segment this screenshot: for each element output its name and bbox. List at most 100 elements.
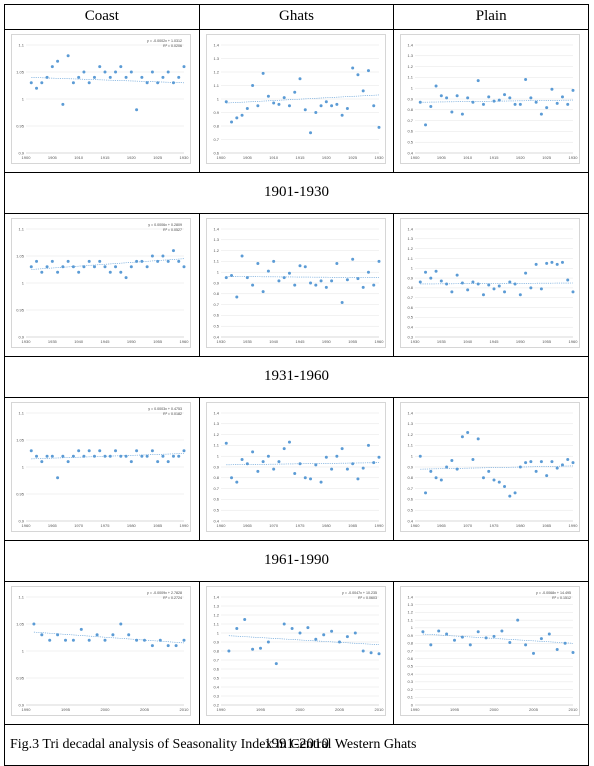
- data-point: [166, 460, 170, 464]
- data-point: [440, 94, 444, 98]
- data-point: [143, 638, 146, 642]
- y-tick-label: 0.8: [408, 475, 414, 480]
- data-point: [529, 460, 533, 464]
- y-tick-label: 1.3: [213, 603, 219, 608]
- y-tick-label: 0.5: [213, 675, 219, 680]
- data-point: [319, 279, 323, 283]
- y-tick-label: 0.6: [408, 497, 414, 502]
- data-point: [419, 280, 423, 284]
- trendline: [31, 453, 185, 460]
- data-point: [103, 265, 107, 269]
- x-tick-label: 1990: [569, 523, 579, 528]
- data-point: [498, 98, 502, 102]
- data-point: [366, 69, 370, 73]
- y-tick-label: 1.1: [408, 75, 414, 80]
- data-point: [92, 454, 96, 458]
- data-point: [161, 75, 165, 79]
- data-point: [461, 635, 465, 639]
- data-point: [519, 102, 523, 106]
- data-point: [356, 477, 360, 481]
- x-tick-label: 1985: [543, 523, 553, 528]
- data-point: [77, 449, 81, 453]
- data-point: [366, 270, 370, 274]
- data-point: [556, 101, 560, 105]
- header-plain: Plain: [475, 8, 507, 24]
- y-tick-label: 0.8: [408, 107, 414, 112]
- data-point: [345, 635, 349, 639]
- trendline: [31, 258, 185, 270]
- data-point: [87, 638, 91, 642]
- data-point: [35, 259, 39, 263]
- r-squared: R² = 0.0182: [163, 412, 182, 416]
- data-point: [455, 467, 459, 471]
- data-point: [119, 65, 123, 69]
- chart-ghats-1931-1960: 0.4 0.5 0.6 0.7 0.8 0.9 1 1.1 1.2 1.3 1.4 1930 1935 1…: [205, 218, 386, 348]
- y-tick-label: 0.95: [16, 123, 25, 128]
- data-point: [466, 430, 470, 434]
- data-point: [329, 467, 333, 471]
- data-point: [158, 638, 162, 642]
- x-tick-label: 2010: [569, 707, 579, 712]
- y-tick-label: 1.2: [408, 246, 414, 251]
- x-tick-label: 1940: [464, 339, 474, 344]
- x-tick-label: 1975: [295, 523, 305, 528]
- data-point: [361, 466, 365, 470]
- x-tick-label: 1965: [437, 523, 447, 528]
- data-point: [550, 87, 554, 91]
- y-tick-label: 0.6: [408, 656, 414, 661]
- data-point: [550, 260, 554, 264]
- data-point: [335, 454, 339, 458]
- data-point: [71, 81, 75, 85]
- data-point: [129, 460, 133, 464]
- data-point: [534, 100, 538, 104]
- x-tick-label: 1925: [348, 155, 358, 160]
- x-tick-label: 1915: [490, 155, 500, 160]
- trendline: [31, 77, 185, 84]
- data-point: [340, 300, 344, 304]
- y-tick-label: 0.9: [18, 150, 24, 155]
- data-point: [50, 259, 54, 263]
- data-point: [571, 290, 575, 294]
- trendline: [228, 635, 379, 645]
- data-point: [540, 460, 544, 464]
- data-point: [377, 125, 381, 129]
- y-tick-label: 1: [411, 86, 414, 91]
- data-point: [313, 111, 317, 114]
- data-point: [145, 265, 149, 269]
- data-point: [40, 460, 44, 464]
- period-label: 1961-1990: [5, 541, 588, 582]
- data-point: [271, 101, 275, 105]
- data-point: [324, 455, 328, 459]
- data-point: [171, 81, 175, 85]
- data-point: [245, 106, 249, 110]
- data-point: [79, 627, 83, 631]
- x-tick-label: 1920: [322, 155, 332, 160]
- data-point: [340, 447, 344, 451]
- data-point: [303, 476, 307, 480]
- y-tick-label: 0.4: [408, 671, 414, 676]
- x-tick-label: 1945: [295, 339, 305, 344]
- data-point: [361, 89, 365, 93]
- data-point: [114, 70, 118, 74]
- data-point: [366, 443, 370, 447]
- x-tick-label: 2005: [529, 707, 539, 712]
- data-point: [61, 265, 65, 269]
- data-point: [229, 120, 233, 124]
- data-point: [513, 282, 517, 286]
- data-point: [292, 283, 296, 287]
- data-point: [350, 66, 354, 70]
- data-point: [111, 633, 115, 637]
- x-tick-label: 1990: [216, 707, 226, 712]
- data-point: [335, 262, 339, 266]
- x-tick-label: 1960: [180, 339, 190, 344]
- data-point: [540, 637, 544, 641]
- y-tick-label: 0.9: [213, 464, 219, 469]
- data-point: [29, 449, 33, 453]
- data-point: [556, 647, 560, 651]
- data-point: [466, 96, 470, 100]
- data-point: [140, 454, 144, 458]
- x-tick-label: 2000: [295, 707, 305, 712]
- data-point: [119, 454, 123, 458]
- y-tick-label: 1.05: [16, 253, 25, 258]
- x-tick-label: 1905: [243, 155, 253, 160]
